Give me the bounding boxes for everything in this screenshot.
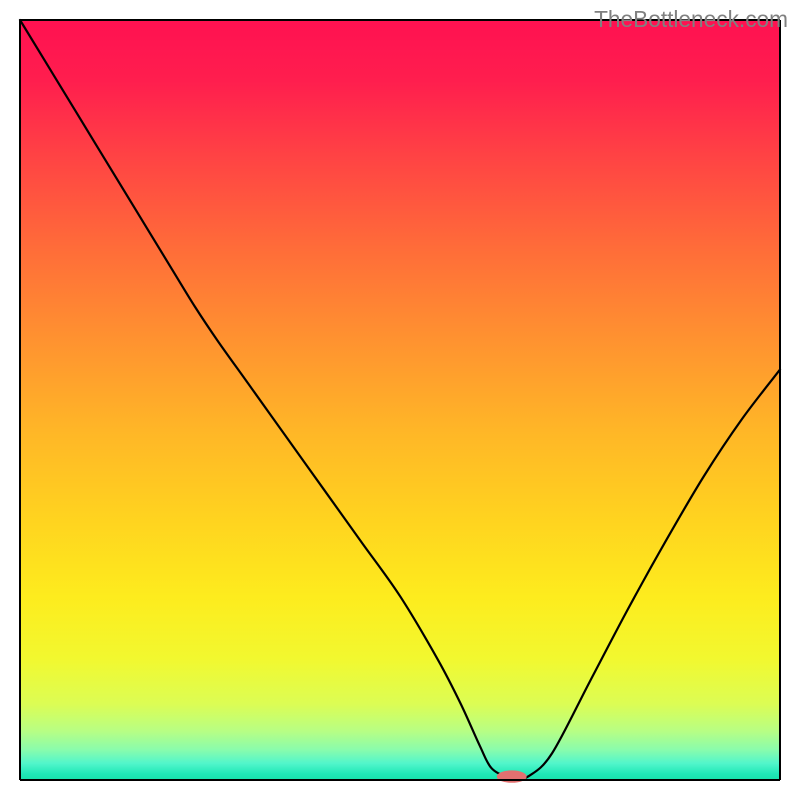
plot-background xyxy=(20,20,780,780)
watermark-text: TheBottleneck.com xyxy=(594,6,788,33)
bottleneck-chart: TheBottleneck.com xyxy=(0,0,800,800)
chart-svg xyxy=(0,0,800,800)
